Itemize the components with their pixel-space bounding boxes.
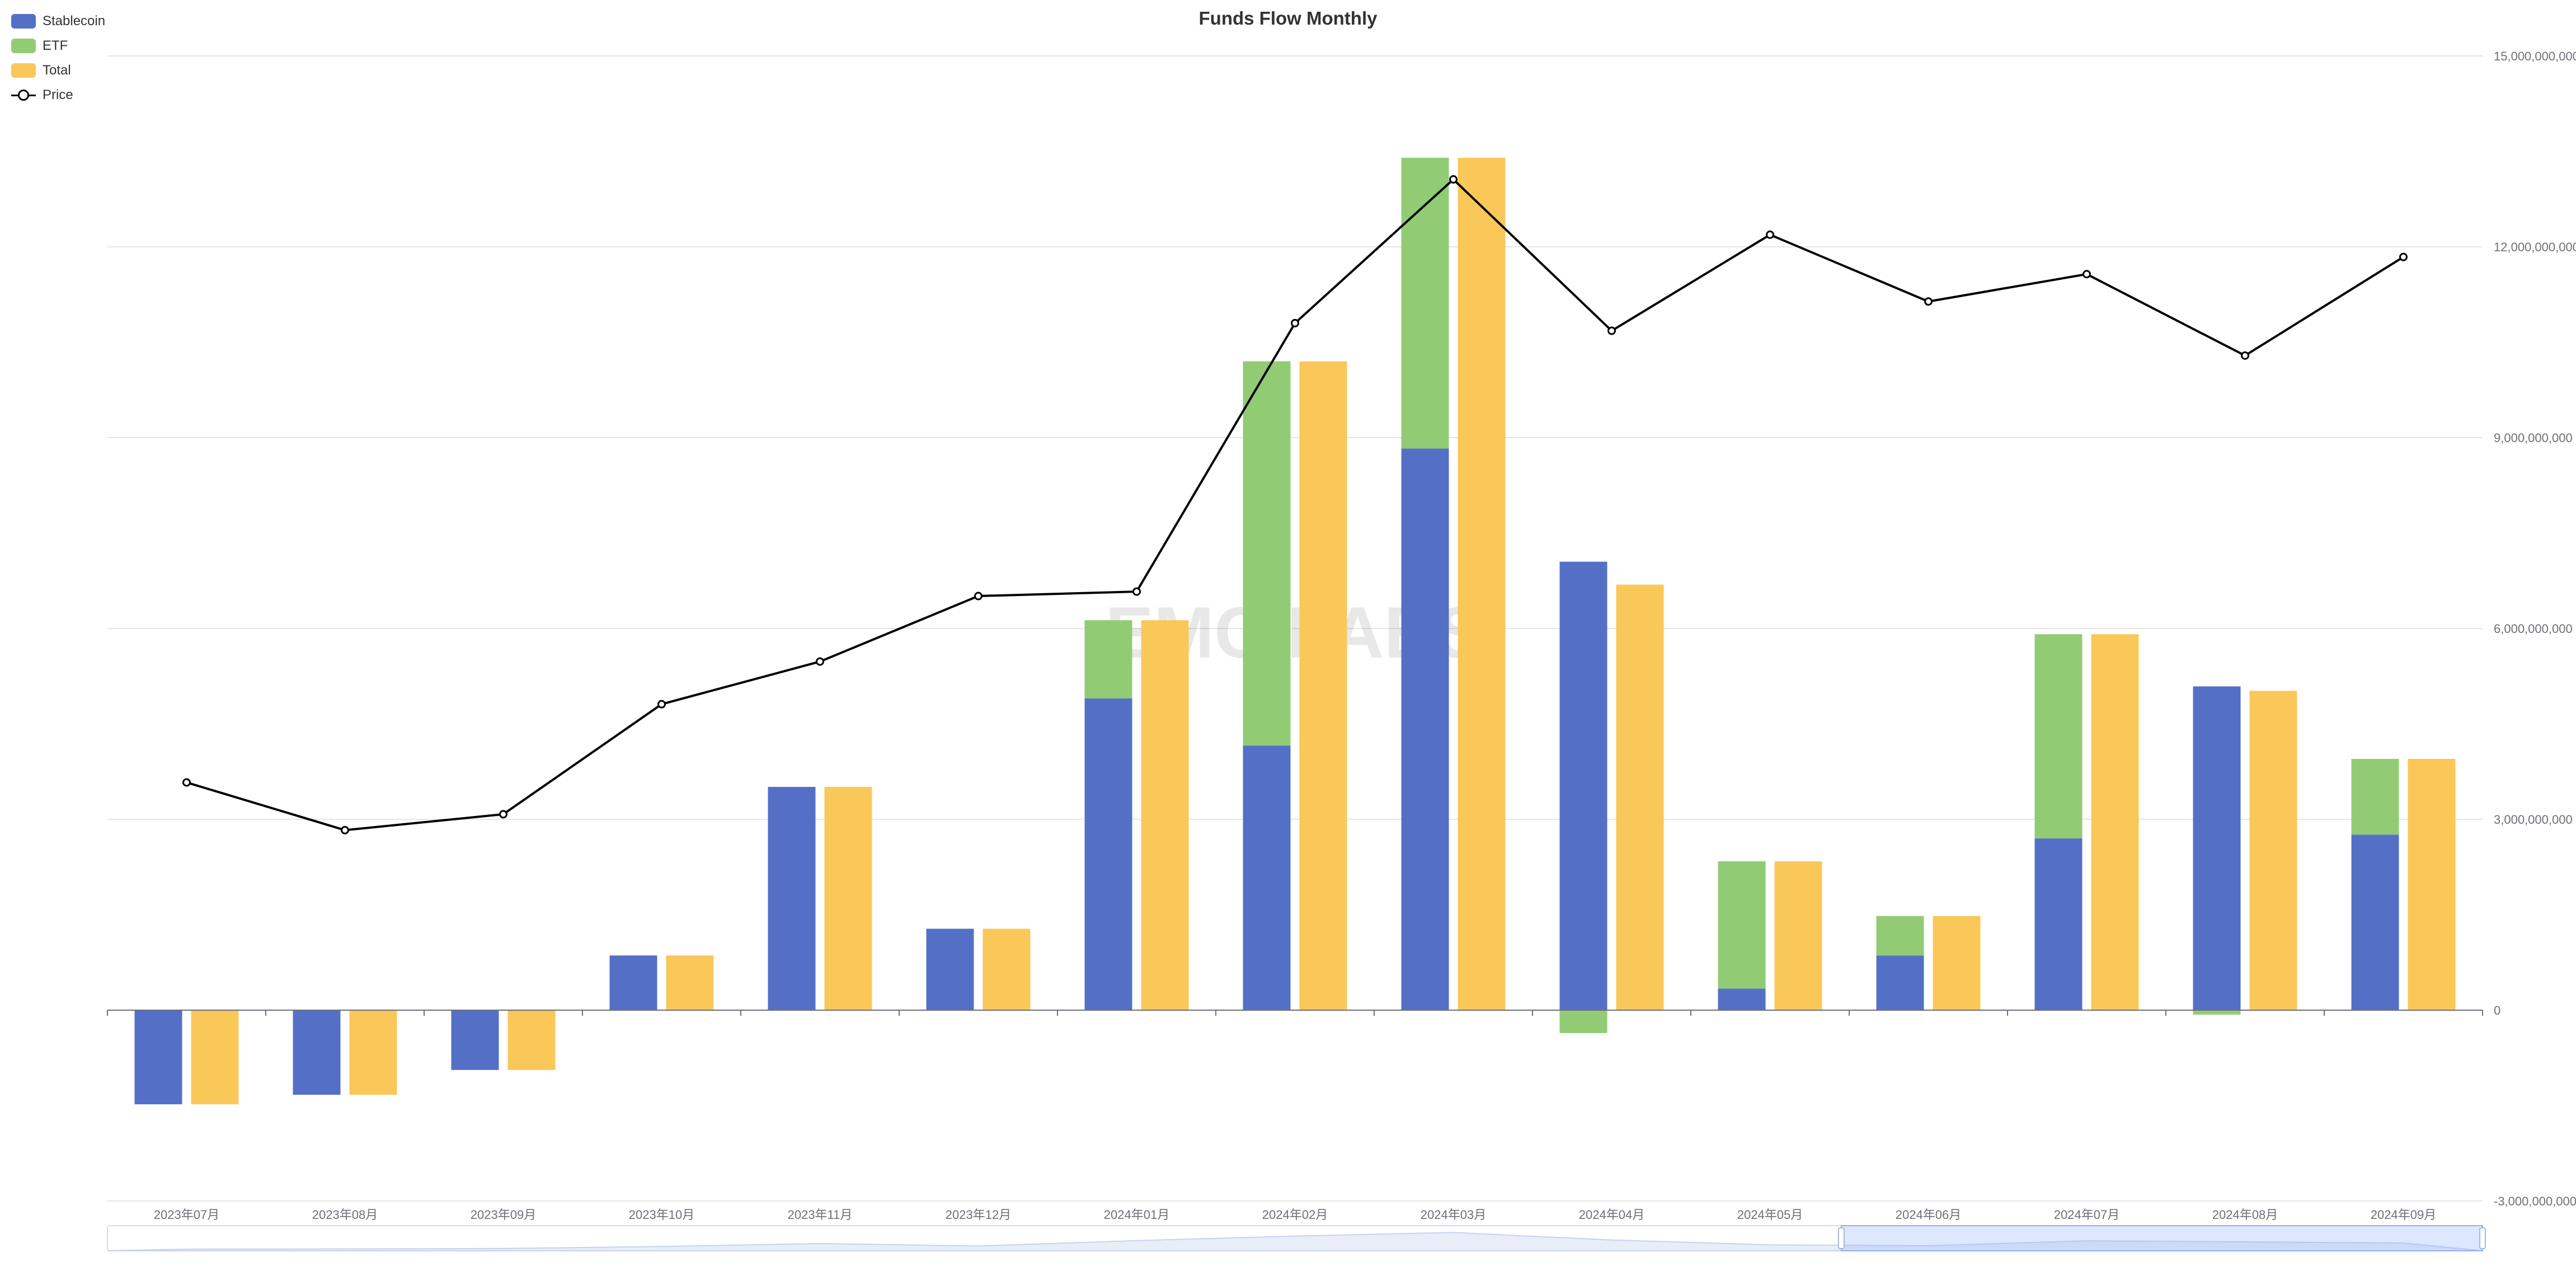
bar-total[interactable] — [1774, 861, 1822, 1010]
price-point[interactable] — [2399, 252, 2408, 261]
x-tick-label: 2023年12月 — [946, 1208, 1011, 1222]
bar-stablecoin[interactable] — [1718, 988, 1766, 1010]
legend-swatch-total — [11, 63, 36, 78]
bar-total[interactable] — [824, 787, 872, 1010]
bar-stablecoin[interactable] — [2193, 686, 2241, 1010]
legend-item-total[interactable]: Total — [11, 58, 105, 83]
price-point[interactable] — [499, 810, 507, 819]
x-tick-label: 2024年01月 — [1104, 1208, 1169, 1222]
legend-label-total: Total — [43, 63, 71, 78]
price-point[interactable] — [1449, 175, 1458, 184]
bar-total[interactable] — [1458, 157, 1506, 1010]
bar-etf[interactable] — [2351, 759, 2399, 835]
x-tick-label: 2024年05月 — [1737, 1208, 1803, 1222]
legend-swatch-etf — [11, 39, 36, 53]
bar-stablecoin[interactable] — [2034, 838, 2083, 1010]
y-tick-label: -3,000,000,000 — [2494, 1194, 2576, 1208]
x-tick-label: 2024年06月 — [1896, 1208, 1961, 1222]
price-point[interactable] — [657, 700, 666, 709]
bar-etf[interactable] — [1243, 361, 1291, 746]
legend-line-price-icon — [11, 88, 36, 102]
price-point[interactable] — [1132, 587, 1141, 596]
bar-stablecoin[interactable] — [609, 955, 657, 1010]
x-tick-label: 2024年04月 — [1579, 1208, 1644, 1222]
y-tick-label: 9,000,000,000 — [2494, 431, 2573, 445]
price-point[interactable] — [1291, 318, 1299, 327]
legend-label-etf: ETF — [43, 38, 68, 53]
datazoom-handle-start[interactable] — [1837, 1227, 1845, 1249]
price-point[interactable] — [2083, 270, 2091, 279]
x-tick-label: 2023年09月 — [471, 1208, 536, 1222]
legend-item-stablecoin[interactable]: Stablecoin — [11, 9, 105, 34]
price-point[interactable] — [341, 825, 349, 834]
bar-etf[interactable] — [2034, 634, 2083, 839]
datazoom-selection[interactable] — [1840, 1225, 2484, 1251]
bar-etf[interactable] — [1718, 861, 1766, 989]
legend-label-price: Price — [43, 87, 73, 102]
bar-stablecoin[interactable] — [1243, 745, 1291, 1010]
bar-stablecoin[interactable] — [451, 1010, 499, 1070]
x-tick-label: 2024年02月 — [1262, 1208, 1328, 1222]
price-point[interactable] — [2241, 351, 2249, 360]
bar-etf[interactable] — [2193, 1010, 2241, 1015]
x-tick-label: 2023年10月 — [629, 1208, 694, 1222]
bar-total[interactable] — [1299, 361, 1347, 1010]
legend-item-etf[interactable]: ETF — [11, 34, 105, 58]
y-tick-label: 3,000,000,000 — [2494, 813, 2573, 827]
datazoom-handle-end[interactable] — [2479, 1227, 2486, 1249]
bar-total[interactable] — [507, 1010, 556, 1070]
x-tick-label: 2024年07月 — [2054, 1208, 2119, 1222]
chart-title: Funds Flow Monthly — [1198, 8, 1378, 29]
bar-etf[interactable] — [1876, 916, 1924, 956]
legend-item-price[interactable]: Price — [11, 83, 105, 107]
bar-stablecoin[interactable] — [134, 1010, 182, 1105]
legend-swatch-stablecoin — [11, 14, 36, 29]
bar-stablecoin[interactable] — [293, 1010, 341, 1095]
price-point[interactable] — [974, 592, 983, 601]
datazoom-preview — [107, 1232, 2483, 1251]
bar-stablecoin[interactable] — [2351, 834, 2399, 1010]
bar-stablecoin[interactable] — [1401, 448, 1449, 1010]
bar-etf[interactable] — [1559, 1010, 1607, 1033]
bar-total[interactable] — [191, 1010, 239, 1105]
bar-stablecoin[interactable] — [1084, 698, 1132, 1010]
x-tick-label: 2023年08月 — [312, 1208, 378, 1222]
bar-total[interactable] — [2249, 691, 2297, 1010]
bar-stablecoin[interactable] — [768, 787, 816, 1010]
price-point[interactable] — [1766, 230, 1774, 239]
price-point[interactable] — [1607, 326, 1616, 335]
price-point[interactable] — [816, 657, 824, 666]
y-tick-label: 15,000,000,000 — [2494, 49, 2576, 63]
bar-total[interactable] — [1933, 916, 1981, 1010]
bar-stablecoin[interactable] — [1559, 561, 1607, 1010]
price-point[interactable] — [182, 778, 191, 787]
legend: Stablecoin ETF Total Price — [11, 9, 105, 107]
bar-stablecoin[interactable] — [1876, 955, 1924, 1010]
bar-total[interactable] — [983, 928, 1031, 1010]
y-tick-label: 6,000,000,000 — [2494, 622, 2573, 636]
bar-total[interactable] — [2408, 759, 2456, 1010]
bar-total[interactable] — [349, 1010, 397, 1095]
bar-stablecoin[interactable] — [926, 928, 974, 1010]
y-tick-label: 12,000,000,000 — [2494, 240, 2576, 254]
price-point[interactable] — [1924, 297, 1933, 306]
x-tick-label: 2023年11月 — [788, 1208, 853, 1222]
legend-label-stablecoin: Stablecoin — [43, 13, 106, 29]
x-tick-label: 2024年08月 — [2212, 1208, 2278, 1222]
bar-total[interactable] — [1141, 620, 1189, 1010]
x-tick-label: 2023年07月 — [154, 1208, 219, 1222]
bar-etf[interactable] — [1084, 620, 1132, 699]
bar-total[interactable] — [1616, 584, 1664, 1010]
x-tick-label: 2024年03月 — [1421, 1208, 1486, 1222]
y-tick-label: 0 — [2494, 1003, 2500, 1017]
bar-total[interactable] — [2091, 634, 2139, 1010]
x-tick-label: 2024年09月 — [2371, 1208, 2436, 1222]
bar-total[interactable] — [666, 955, 714, 1010]
bar-etf[interactable] — [1401, 157, 1449, 449]
